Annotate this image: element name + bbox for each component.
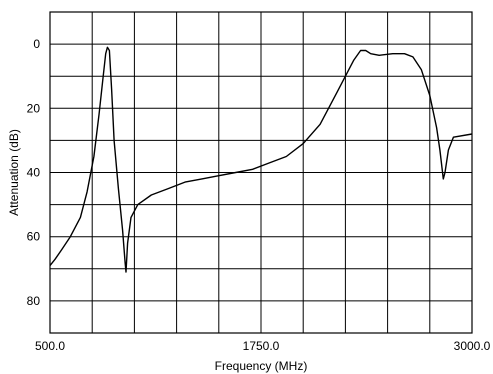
y-tick-label: 0 (33, 37, 40, 51)
grid (50, 12, 472, 333)
y-tick-label: 60 (27, 230, 41, 244)
x-tick-label: 3000.0 (454, 339, 491, 353)
x-tick-label: 500.0 (35, 339, 65, 353)
x-axis-label: Frequency (MHz) (215, 359, 308, 373)
y-tick-label: 80 (27, 294, 41, 308)
y-tick-label: 20 (27, 101, 41, 115)
tick-labels: 0 20 40 60 80 500.0 1750.0 3000.0 (27, 37, 491, 353)
x-tick-label: 1750.0 (243, 339, 280, 353)
series-line (49, 46, 473, 273)
series-layer (49, 46, 473, 273)
y-tick-label: 40 (27, 166, 41, 180)
plot-frame (49, 11, 473, 334)
y-axis-label: Attenuation (dB) (7, 129, 21, 216)
